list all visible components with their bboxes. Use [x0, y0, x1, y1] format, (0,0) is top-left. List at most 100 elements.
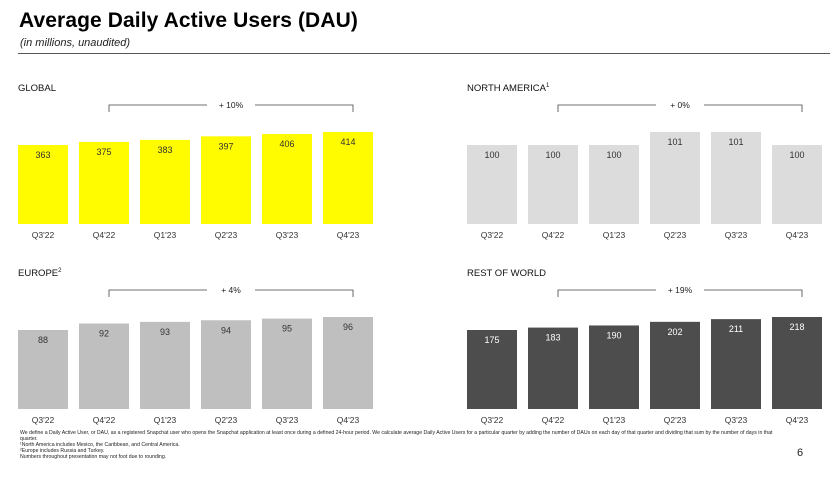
growth-label: + 19% [668, 285, 693, 295]
page-title: Average Daily Active Users (DAU) [19, 9, 358, 32]
x-tick-label: Q4'23 [786, 230, 809, 240]
x-tick-label: Q4'22 [93, 415, 116, 425]
growth-label: + 0% [670, 100, 690, 110]
bar-global-1 [79, 141, 129, 224]
global-chart-panel: GLOBAL + 10% 363 Q3'22 375 Q4'22 383 Q1'23 397 Q… [18, 83, 378, 253]
bar-europe-0 [18, 330, 68, 409]
bar-rest-of-world-5 [772, 317, 822, 409]
bar-global-4 [262, 134, 312, 224]
bar-value-label: 397 [218, 141, 233, 151]
bar-rest-of-world-2 [589, 325, 639, 409]
europe-bar-chart: + 4% 88 Q3'22 92 Q4'22 93 Q1'23 94 Q2'23 95 Q3'23 9… [18, 285, 373, 425]
bar-value-label: 414 [340, 137, 355, 147]
bar-value-label: 100 [545, 150, 560, 160]
north-america-chart-panel: NORTH AMERICA1 + 0% 100 Q3'22 100 Q4'22 100 Q1… [467, 83, 827, 253]
bar-value-label: 93 [160, 327, 170, 337]
x-tick-label: Q3'23 [725, 415, 748, 425]
footnote-definition: We define a Daily Active User, or DAU, a… [20, 430, 773, 442]
bar-value-label: 92 [99, 329, 109, 339]
growth-bracket [557, 104, 803, 112]
bar-value-label: 406 [279, 139, 294, 149]
bar-global-3 [201, 136, 251, 224]
x-tick-label: Q4'22 [93, 230, 116, 240]
x-tick-label: Q1'23 [154, 415, 177, 425]
bar-value-label: 94 [221, 325, 231, 335]
chart-title-north-america: NORTH AMERICA1 [467, 83, 550, 95]
growth-bracket [108, 289, 354, 297]
bar-value-label: 190 [606, 330, 621, 340]
europe-chart-panel: EUROPE2 + 4% 88 Q3'22 92 Q4'22 93 Q1'23 94 Q2'23… [18, 268, 378, 438]
header-divider [18, 53, 830, 54]
footnote-europe: ²Europe includes Russia and Turkey. [20, 448, 105, 454]
x-tick-label: Q3'22 [481, 415, 504, 425]
bar-value-label: 96 [343, 322, 353, 332]
bar-europe-1 [79, 323, 129, 409]
growth-label: + 10% [219, 100, 244, 110]
bar-global-0 [18, 145, 68, 224]
bar-value-label: 100 [606, 150, 621, 160]
bar-rest-of-world-0 [467, 330, 517, 409]
bar-value-label: 95 [282, 324, 292, 334]
x-tick-label: Q3'23 [725, 230, 748, 240]
bar-value-label: 202 [667, 327, 682, 337]
x-tick-label: Q1'23 [154, 230, 177, 240]
x-tick-label: Q4'22 [542, 230, 565, 240]
growth-bracket [108, 104, 354, 112]
x-tick-label: Q3'23 [276, 230, 299, 240]
x-tick-label: Q4'22 [542, 415, 565, 425]
bar-europe-2 [140, 321, 190, 409]
x-tick-label: Q2'23 [664, 415, 687, 425]
x-tick-label: Q4'23 [786, 415, 809, 425]
x-tick-label: Q2'23 [215, 415, 238, 425]
bar-value-label: 88 [38, 335, 48, 345]
growth-label: + 4% [221, 285, 241, 295]
page-subtitle: (in millions, unaudited) [20, 37, 131, 49]
footnote-rounding: Numbers throughout presentation may not … [20, 454, 167, 460]
bar-north-america-5 [772, 145, 822, 224]
bar-europe-4 [262, 318, 312, 409]
bar-value-label: 211 [729, 324, 743, 334]
bar-north-america-1 [528, 145, 578, 224]
bar-europe-5 [323, 317, 373, 409]
bar-north-america-3 [650, 132, 700, 224]
page-number: 6 [797, 447, 804, 459]
bar-value-label: 218 [789, 322, 804, 332]
bar-rest-of-world-1 [528, 327, 578, 409]
bar-value-label: 175 [484, 335, 499, 345]
x-tick-label: Q4'23 [337, 415, 360, 425]
bar-rest-of-world-3 [650, 321, 700, 409]
bar-value-label: 183 [545, 333, 560, 343]
footnote-north-america: ¹North America includes Mexico, the Cari… [20, 442, 180, 448]
north-america-bar-chart: + 0% 100 Q3'22 100 Q4'22 100 Q1'23 101 Q2'23 101 Q… [467, 100, 822, 240]
x-tick-label: Q4'23 [337, 230, 360, 240]
bar-europe-3 [201, 320, 251, 409]
growth-bracket [557, 289, 803, 297]
chart-title-rest-of-world: REST OF WORLD [467, 268, 546, 280]
bar-value-label: 100 [484, 150, 499, 160]
x-tick-label: Q3'23 [276, 415, 299, 425]
rest-of-world-bar-chart: + 19% 175 Q3'22 183 Q4'22 190 Q1'23 202 Q2'23 211… [467, 285, 822, 425]
chart-title-europe: EUROPE2 [18, 268, 62, 280]
bar-global-5 [323, 132, 373, 224]
bar-value-label: 375 [96, 147, 111, 157]
bar-north-america-4 [711, 132, 761, 224]
rest-of-world-chart-panel: REST OF WORLD + 19% 175 Q3'22 183 Q4'22 190 Q1… [467, 268, 827, 438]
x-tick-label: Q3'22 [32, 230, 55, 240]
bar-value-label: 101 [728, 137, 743, 147]
bar-value-label: 363 [35, 150, 50, 160]
x-tick-label: Q3'22 [481, 230, 504, 240]
x-tick-label: Q2'23 [664, 230, 687, 240]
bar-north-america-0 [467, 145, 517, 224]
bar-north-america-2 [589, 145, 639, 224]
chart-title-global: GLOBAL [18, 83, 57, 95]
x-tick-label: Q1'23 [603, 230, 626, 240]
bar-value-label: 383 [157, 145, 172, 155]
bar-value-label: 100 [789, 150, 804, 160]
bar-global-2 [140, 139, 190, 224]
footnotes: We define a Daily Active User, or DAU, a… [20, 430, 790, 460]
global-bar-chart: + 10% 363 Q3'22 375 Q4'22 383 Q1'23 397 Q2'23 406… [18, 100, 373, 240]
bar-rest-of-world-4 [711, 319, 761, 409]
x-tick-label: Q2'23 [215, 230, 238, 240]
bar-value-label: 101 [667, 137, 682, 147]
x-tick-label: Q3'22 [32, 415, 55, 425]
